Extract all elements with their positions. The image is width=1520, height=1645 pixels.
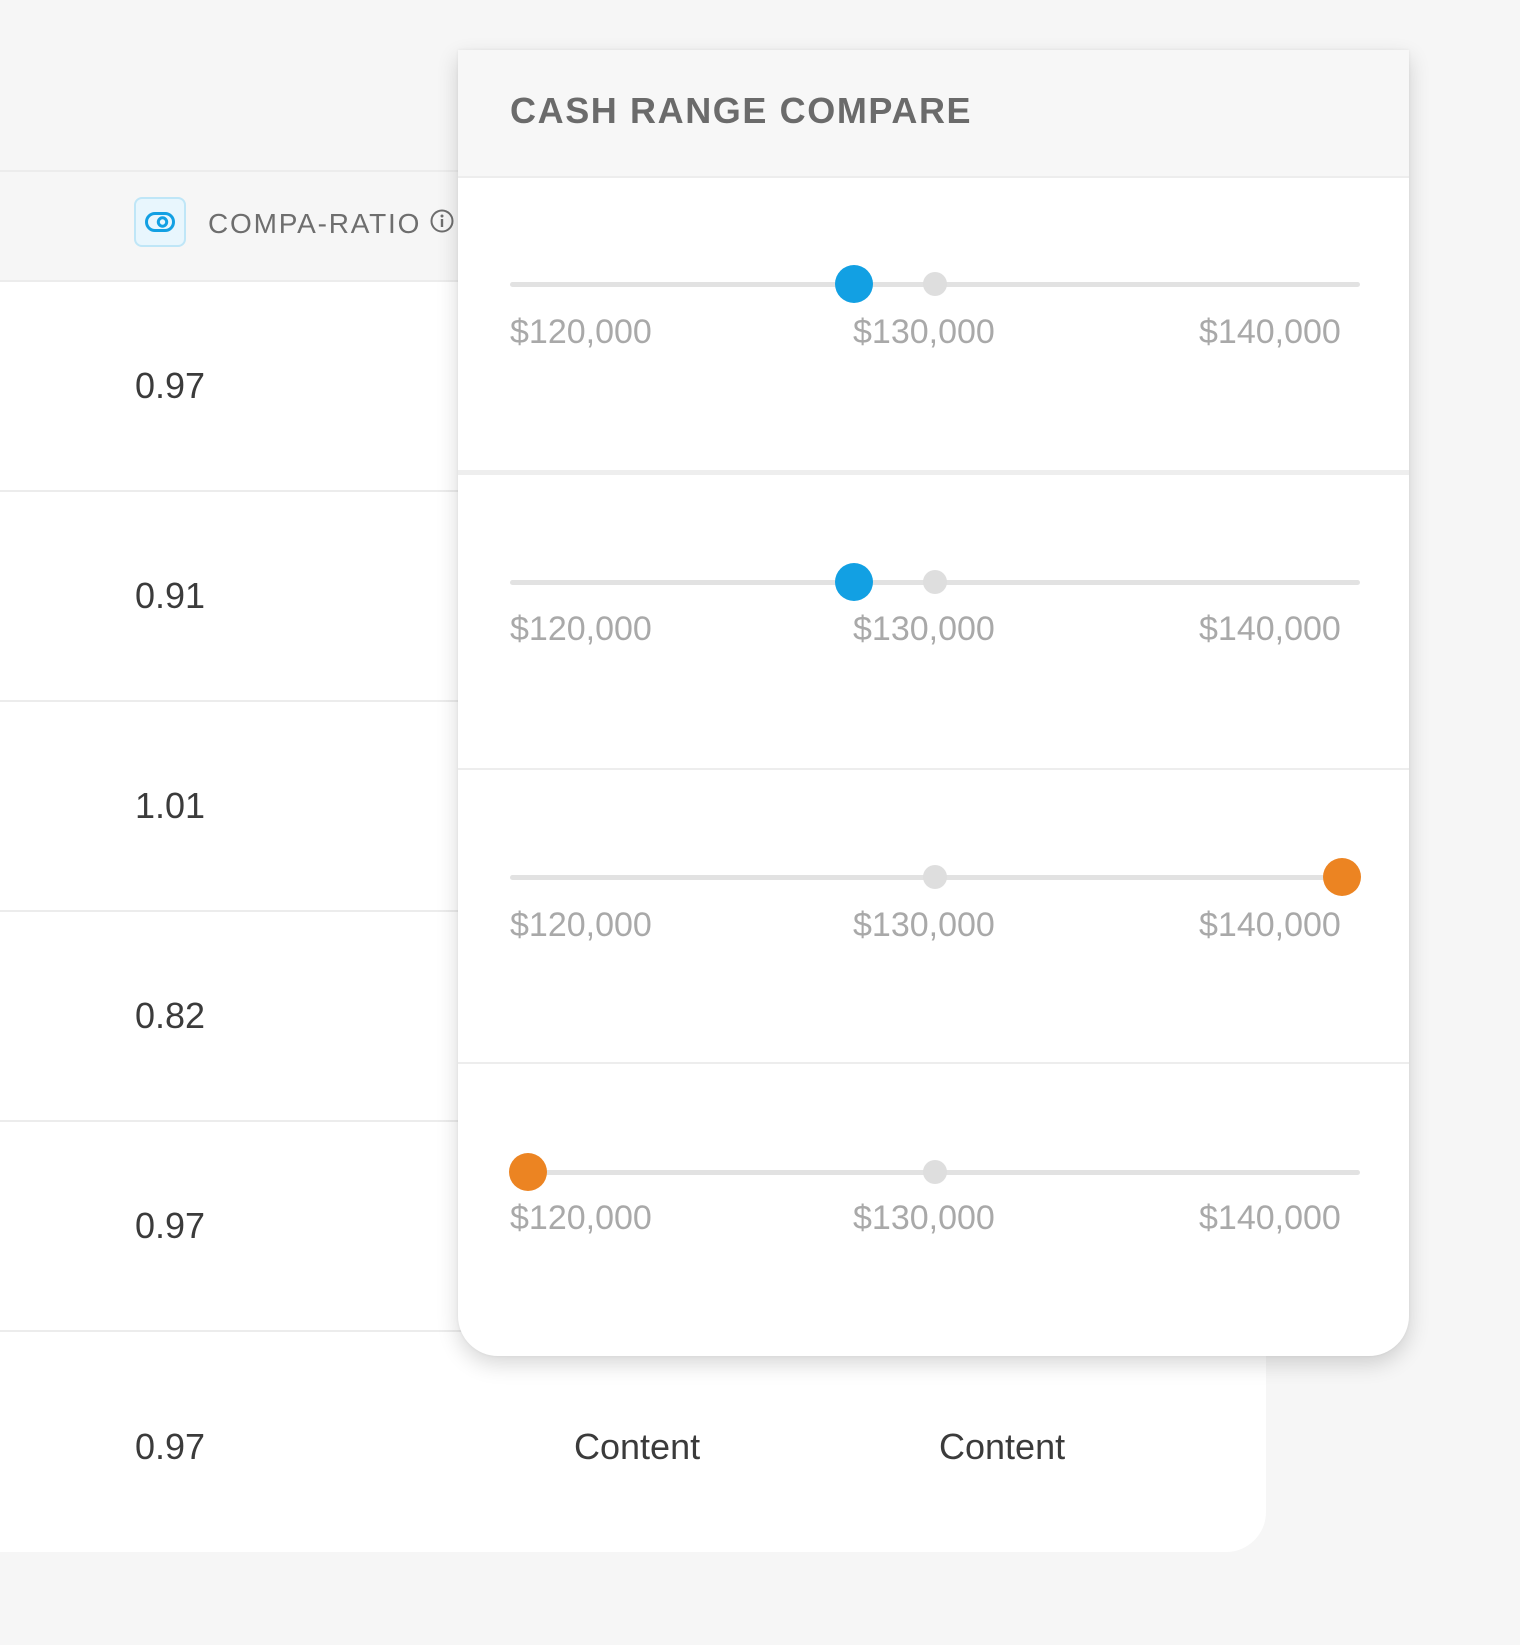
midpoint-marker bbox=[923, 570, 947, 594]
compa-ratio-value: 0.91 bbox=[135, 575, 206, 616]
range-min-label: $120,000 bbox=[510, 1199, 652, 1237]
cash-range-compare-popover: CASH RANGE COMPARE $120,000 $130,000 $14… bbox=[458, 50, 1409, 1356]
range-max-label: $140,000 bbox=[1199, 610, 1341, 648]
popover-title: CASH RANGE COMPARE bbox=[510, 90, 973, 131]
range-max-label: $140,000 bbox=[1199, 313, 1341, 351]
pill-toggle-icon[interactable] bbox=[134, 197, 186, 247]
range-row: $120,000 $130,000 $140,000 bbox=[458, 178, 1409, 475]
range-row: $120,000 $130,000 $140,000 bbox=[458, 1064, 1409, 1356]
range-mid-label: $130,000 bbox=[853, 1199, 995, 1237]
salary-position-handle[interactable] bbox=[834, 265, 873, 303]
range-row: $120,000 $130,000 $140,000 bbox=[458, 770, 1409, 1064]
salary-position-handle[interactable] bbox=[1323, 858, 1361, 896]
column-header-compa-ratio[interactable]: COMPA-RATIO bbox=[208, 208, 422, 239]
range-min-label: $120,000 bbox=[510, 610, 652, 648]
content-cell: Content bbox=[574, 1426, 701, 1467]
range-min-label: $120,000 bbox=[510, 906, 652, 944]
info-circle-icon[interactable] bbox=[430, 209, 454, 233]
compa-ratio-value: 0.97 bbox=[135, 1426, 206, 1467]
midpoint-marker bbox=[923, 272, 947, 296]
table-row: 0.97 Content Content bbox=[0, 1342, 1266, 1552]
range-min-label: $120,000 bbox=[510, 313, 652, 351]
popover-header: CASH RANGE COMPARE bbox=[458, 50, 1409, 178]
range-max-label: $140,000 bbox=[1199, 906, 1341, 944]
midpoint-marker bbox=[923, 865, 947, 889]
range-row: $120,000 $130,000 $140,000 bbox=[458, 475, 1409, 770]
content-cell: Content bbox=[939, 1426, 1066, 1467]
range-max-label: $140,000 bbox=[1199, 1199, 1341, 1237]
range-mid-label: $130,000 bbox=[853, 313, 995, 351]
compa-ratio-value: 0.97 bbox=[135, 1205, 206, 1246]
compa-ratio-value: 1.01 bbox=[135, 785, 206, 826]
compa-ratio-value: 0.82 bbox=[135, 995, 206, 1036]
midpoint-marker bbox=[923, 1160, 947, 1184]
compa-ratio-value: 0.97 bbox=[135, 365, 206, 406]
range-mid-label: $130,000 bbox=[853, 610, 995, 648]
salary-position-handle[interactable] bbox=[834, 563, 873, 601]
range-mid-label: $130,000 bbox=[853, 906, 995, 944]
salary-position-handle[interactable] bbox=[509, 1153, 547, 1191]
